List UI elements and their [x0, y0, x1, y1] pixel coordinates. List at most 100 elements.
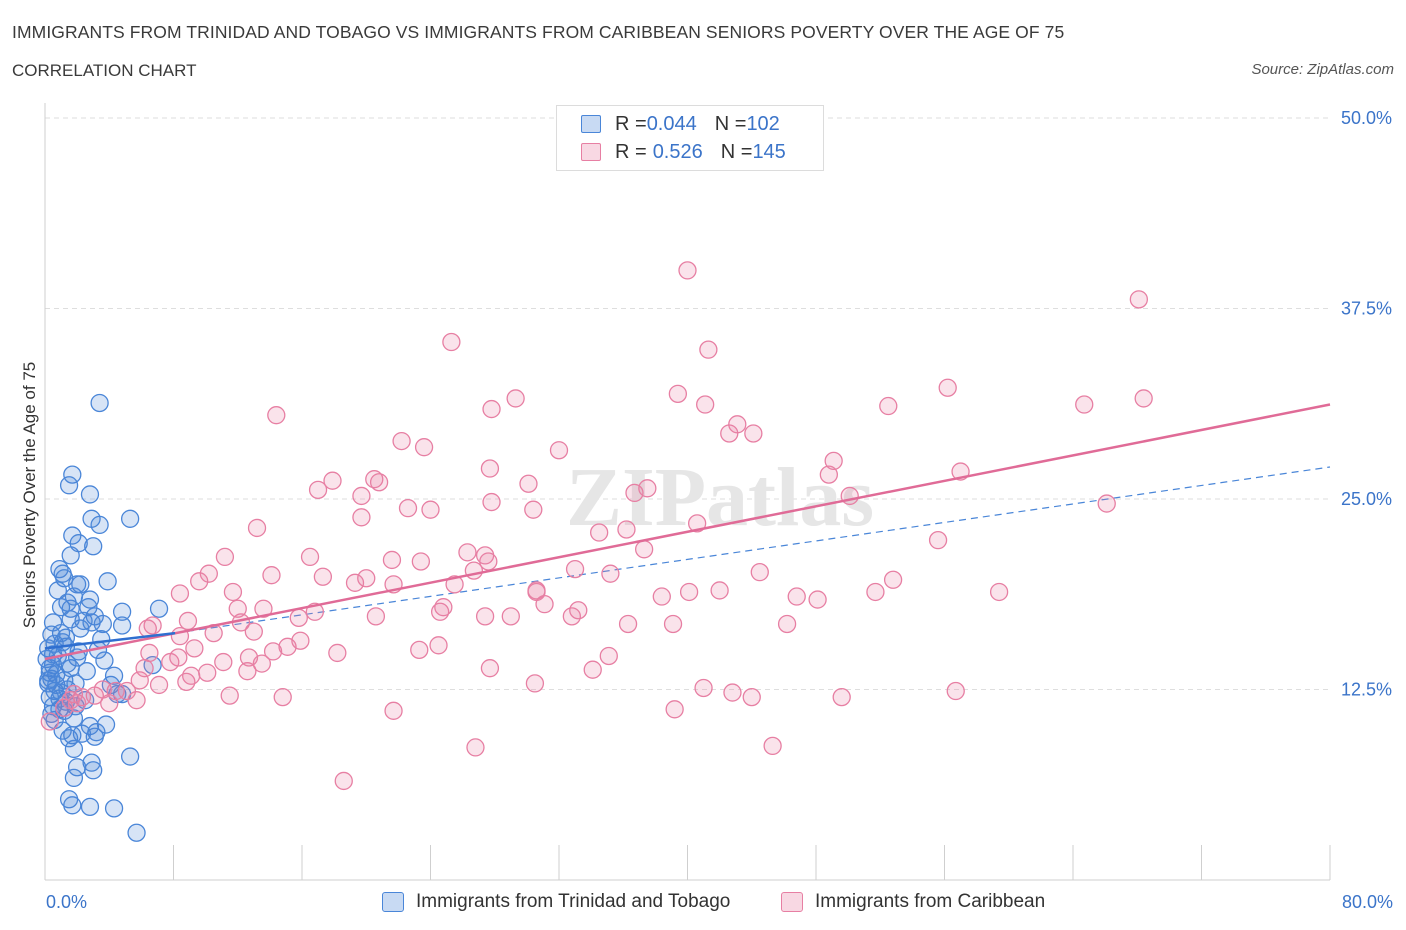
data-point-caribbean	[562, 607, 581, 626]
data-point-caribbean	[308, 480, 328, 500]
bottom-legend-label: Immigrants from Trinidad and Tobago	[416, 891, 731, 912]
data-point-caribbean	[879, 396, 898, 416]
data-point-caribbean	[466, 738, 485, 757]
data-point-caribbean	[127, 691, 146, 710]
data-point-caribbean	[742, 687, 761, 707]
data-point-caribbean	[946, 681, 965, 701]
data-point-caribbean	[634, 540, 654, 559]
legend-r-label: R =	[615, 112, 647, 135]
data-point-caribbean	[214, 652, 233, 672]
data-point-caribbean	[398, 498, 418, 518]
data-point-caribbean	[694, 678, 713, 698]
data-point-trinidad	[112, 602, 132, 621]
data-point-trinidad	[84, 761, 103, 780]
data-point-caribbean	[140, 643, 159, 663]
data-point-caribbean	[185, 639, 204, 658]
data-point-caribbean	[482, 399, 501, 419]
data-point-trinidad	[71, 619, 90, 638]
legend-swatch-pink	[581, 143, 601, 161]
trend-lines	[175, 466, 1331, 634]
data-point-caribbean	[938, 378, 957, 397]
correlation-legend: R = 0.044 N = 102 R = 0.526 N = 145	[556, 105, 824, 171]
axes	[44, 103, 1331, 881]
data-point-caribbean	[244, 622, 263, 641]
source-credit: Source: ZipAtlas.com	[1251, 61, 1394, 78]
data-point-trinidad	[120, 747, 140, 766]
legend-r-label: R =	[615, 140, 647, 163]
data-point-trinidad	[120, 509, 140, 528]
data-point-caribbean	[663, 614, 683, 634]
data-point-caribbean	[198, 663, 217, 682]
data-point-caribbean	[565, 559, 585, 579]
data-point-caribbean	[501, 607, 520, 626]
data-point-caribbean	[278, 637, 297, 656]
bottom-legend-trinidad: Immigrants from Trinidad and Tobago	[382, 889, 730, 915]
bottom-legend-caribbean: Immigrants from Caribbean	[781, 889, 1045, 915]
data-point-trinidad	[80, 797, 100, 816]
data-point-caribbean	[883, 570, 903, 589]
chart-subtitle: CORRELATION CHART	[12, 61, 197, 80]
data-point-caribbean	[384, 701, 403, 720]
data-point-caribbean	[223, 582, 243, 602]
y-axis-label: Seniors Poverty Over the Age of 75	[20, 362, 39, 628]
data-point-caribbean	[67, 694, 87, 713]
data-point-caribbean	[599, 646, 618, 666]
data-point-caribbean	[744, 424, 763, 443]
trend-line-trinidad-dashed	[175, 466, 1331, 634]
data-point-caribbean	[369, 473, 389, 492]
data-point-caribbean	[352, 508, 371, 527]
data-point-caribbean	[1075, 395, 1094, 414]
legend-n-value: 145	[752, 140, 786, 163]
data-point-caribbean	[808, 590, 827, 609]
data-point-caribbean	[334, 771, 353, 791]
data-point-caribbean	[177, 672, 196, 692]
data-point-caribbean	[723, 683, 742, 702]
trend-line-trinidad	[44, 631, 176, 650]
data-point-trinidad	[127, 823, 146, 842]
data-point-caribbean	[710, 581, 729, 600]
data-point-caribbean	[149, 675, 169, 695]
data-point-caribbean	[382, 550, 402, 570]
data-point-caribbean	[421, 500, 440, 519]
data-point-caribbean	[300, 547, 320, 567]
data-point-caribbean	[247, 518, 267, 538]
trend-line-caribbean	[44, 403, 1331, 661]
data-point-caribbean	[506, 389, 525, 408]
data-point-caribbean	[832, 687, 851, 707]
data-point-trinidad	[87, 723, 106, 742]
y-tick-label: 12.5%	[1341, 680, 1392, 700]
data-point-trinidad	[63, 796, 82, 815]
data-point-trinidad	[104, 799, 124, 818]
data-point-caribbean	[678, 261, 697, 280]
data-point-trinidad	[95, 651, 114, 670]
data-point-caribbean	[699, 340, 718, 359]
data-point-caribbean	[696, 395, 715, 414]
data-point-caribbean	[524, 500, 543, 519]
legend-n-value: 102	[746, 112, 780, 135]
bottom-legend-swatch-blue	[382, 892, 404, 912]
x-tick-label: 0.0%	[46, 892, 87, 912]
data-point-caribbean	[262, 566, 281, 585]
data-point-caribbean	[273, 687, 292, 707]
legend-n-label: N =	[720, 140, 753, 163]
data-point-caribbean	[527, 582, 546, 602]
data-point-trinidad	[90, 393, 109, 413]
y-tick-label: 37.5%	[1341, 299, 1392, 319]
y-tick-label: 50.0%	[1341, 108, 1392, 128]
data-point-trinidad	[40, 663, 59, 682]
series-caribbean-points	[40, 261, 1153, 791]
data-point-trinidad	[112, 616, 132, 635]
data-point-caribbean	[519, 474, 538, 493]
data-point-caribbean	[583, 660, 602, 679]
data-point-caribbean	[625, 483, 644, 503]
data-point-caribbean	[220, 686, 239, 705]
data-point-caribbean	[989, 582, 1009, 602]
legend-row-trinidad: R = 0.044 N = 102	[581, 112, 780, 136]
data-point-caribbean	[429, 636, 448, 655]
data-point-caribbean	[819, 465, 838, 484]
data-point-caribbean	[442, 332, 461, 352]
data-point-trinidad	[59, 476, 79, 495]
trend-lines-solid	[44, 403, 1331, 661]
data-point-trinidad	[61, 546, 80, 565]
